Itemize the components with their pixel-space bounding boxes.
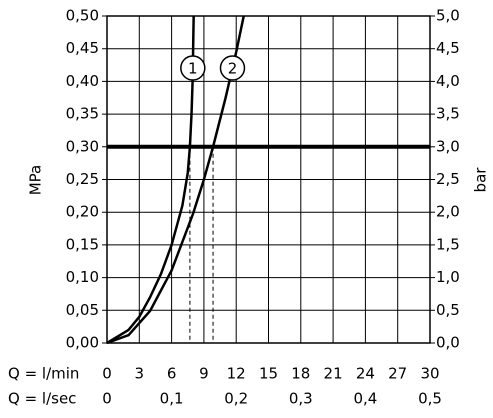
curve-label: 2 (228, 60, 238, 78)
y2-tick-label: 3,0 (436, 137, 460, 155)
y2-tick-label: 2,5 (436, 170, 460, 188)
y2-tick-label: 1,5 (436, 235, 460, 253)
y-tick-label: 0,15 (66, 235, 99, 253)
x2-tick-label: 0,5 (418, 390, 442, 408)
x-tick-label: 21 (324, 365, 343, 383)
x2-axis-label: Q = l/sec (8, 390, 76, 408)
x-tick-label: 6 (167, 365, 177, 383)
y2-tick-label: 5,0 (436, 7, 460, 25)
y-tick-label: 0,10 (66, 268, 99, 286)
x-tick-label: 3 (135, 365, 145, 383)
curve-label-circle (219, 55, 246, 81)
y-axis-label: MPa (27, 165, 45, 196)
x2-tick-label: 0,2 (224, 390, 248, 408)
x-tick-label: 24 (356, 365, 375, 383)
y-tick-label: 0,05 (66, 301, 99, 319)
plot-frame (106, 15, 431, 344)
x-tick-label: 27 (388, 365, 407, 383)
x-tick-label: 0 (102, 365, 112, 383)
x2-tick-label: 0,1 (160, 390, 184, 408)
y2-axis-label: bar (472, 167, 490, 193)
x-tick-label: 15 (259, 365, 278, 383)
y2-tick-label: 4,5 (436, 39, 460, 57)
y-tick-label: 0,20 (66, 203, 99, 221)
y2-tick-label: 3,5 (436, 105, 460, 123)
y2-tick-label: 0,0 (436, 334, 460, 352)
x2-tick-label: 0 (102, 390, 112, 408)
x2-tick-label: 0,3 (289, 390, 313, 408)
y2-tick-label: 4,0 (436, 72, 460, 90)
y-tick-label: 0,25 (66, 170, 99, 188)
x-axis-label: Q = l/min (8, 365, 79, 383)
x-tick-label: 18 (291, 365, 310, 383)
y-tick-label: 0,00 (66, 334, 99, 352)
x-tick-label: 9 (199, 365, 209, 383)
y-tick-label: 0,45 (66, 39, 99, 57)
y-tick-label: 0,35 (66, 105, 99, 123)
y-tick-label: 0,40 (66, 72, 99, 90)
curve-label-circle (180, 55, 206, 81)
x-tick-label: 12 (227, 365, 246, 383)
x2-tick-label: 0,4 (353, 390, 377, 408)
y2-tick-label: 0,5 (436, 301, 460, 319)
y2-tick-label: 1,0 (436, 268, 460, 286)
y-tick-label: 0,30 (66, 137, 99, 155)
y-tick-label: 0,50 (66, 7, 99, 25)
x-tick-label: 30 (420, 365, 439, 383)
y2-tick-label: 2,0 (436, 203, 460, 221)
curve-label: 1 (188, 60, 198, 78)
curve (106, 15, 195, 345)
